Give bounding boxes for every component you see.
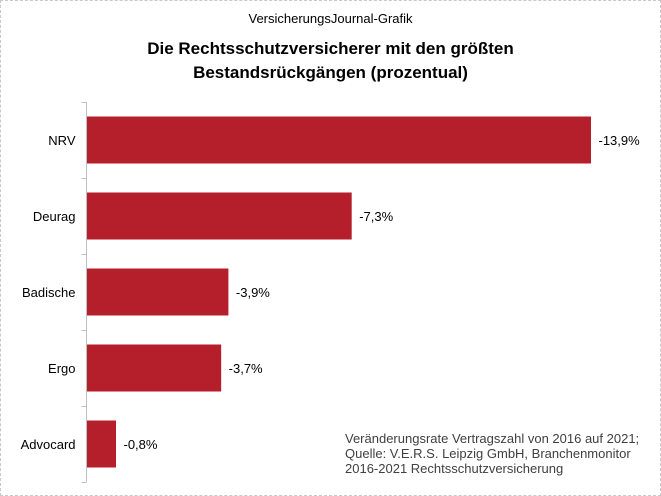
category-label: Ergo <box>48 361 75 376</box>
bar-ergo <box>87 344 222 392</box>
category-label: Advocard <box>21 437 76 452</box>
bar-deurag <box>87 192 352 240</box>
bar-badische <box>87 268 229 316</box>
bar-advocard <box>87 420 117 468</box>
category-label: Deurag <box>33 209 76 224</box>
bar-nrv <box>87 116 591 164</box>
data-label: -3,7% <box>229 361 263 376</box>
chart-title: Die Rechtsschutzversicherer mit den größ… <box>147 39 514 82</box>
category-label: NRV <box>48 133 76 148</box>
data-label: -13,9% <box>599 133 641 148</box>
data-label: -3,9% <box>236 285 270 300</box>
source-label: VersicherungsJournal-Grafik <box>248 11 413 26</box>
data-label: -0,8% <box>124 437 158 452</box>
source-note: Veränderungsrate Vertragszahl von 2016 a… <box>345 431 640 476</box>
category-label: Badische <box>22 285 75 300</box>
data-label: -7,3% <box>359 209 393 224</box>
